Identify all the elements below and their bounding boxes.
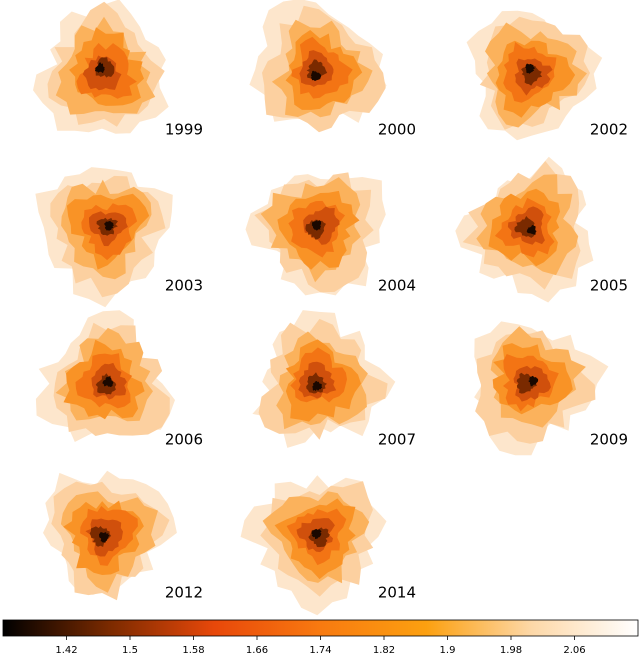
panel-year: 2014 (378, 584, 416, 602)
heat-blob (99, 532, 110, 543)
heat-blob (311, 220, 322, 231)
panel: 2000 (249, 0, 416, 139)
panel: 2004 (245, 172, 416, 296)
heat-blob (526, 224, 537, 235)
tick-label: 1.58 (182, 645, 204, 656)
panel-year: 2005 (590, 277, 628, 295)
panel-year: 2004 (378, 277, 416, 295)
panel: 2012 (43, 470, 203, 602)
panel: 2009 (474, 321, 628, 456)
heat-blob (311, 528, 322, 540)
panel: 2005 (455, 156, 628, 303)
colorbar (2, 619, 639, 637)
tick-label: 1.5 (122, 645, 138, 656)
panel-year: 2002 (590, 121, 628, 139)
colorbar-ticks: 1.42 1.5 1.58 1.66 1.74 1.82 1.9 1.98 2.06 (55, 636, 586, 656)
panel: 2014 (240, 475, 416, 616)
tick-label: 1.42 (55, 645, 77, 656)
panels: 1999 2000 2002 2003 2004 2005 2006 2007 2009 2012… (33, 0, 628, 616)
panel: 1999 (33, 0, 203, 139)
heat-blob (516, 372, 537, 394)
panel: 2003 (35, 167, 203, 308)
panel-year: 2009 (590, 431, 628, 449)
tick-label: 1.82 (373, 645, 395, 656)
tick-label: 1.66 (246, 645, 268, 656)
heat-blob (528, 375, 539, 387)
heat-blob (102, 376, 114, 387)
panel: 2002 (466, 10, 628, 141)
panel: 2007 (252, 310, 416, 449)
heat-blob (310, 70, 322, 81)
heat-blob (104, 220, 114, 231)
panel-year: 2012 (165, 584, 203, 602)
panel-year: 2006 (165, 431, 203, 449)
heat-blob (312, 381, 323, 392)
panel-year: 2000 (378, 121, 416, 139)
tick-label: 1.98 (500, 645, 522, 656)
panel-year: 2007 (378, 431, 416, 449)
tick-label: 1.74 (309, 645, 331, 656)
tick-label: 2.06 (563, 645, 585, 656)
panel-year: 2003 (165, 277, 203, 295)
heat-blob (94, 62, 105, 74)
heat-blob (525, 63, 536, 74)
tick-label: 1.9 (440, 645, 456, 656)
panel-year: 1999 (165, 121, 203, 139)
panel: 2006 (35, 310, 203, 449)
